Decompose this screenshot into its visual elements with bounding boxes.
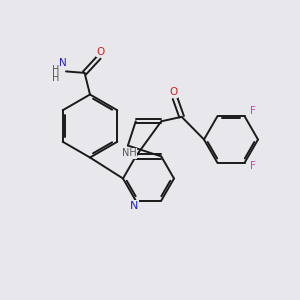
Text: NH: NH: [122, 148, 137, 158]
Text: H: H: [52, 65, 59, 75]
Text: F: F: [250, 106, 256, 116]
Text: H: H: [52, 73, 59, 83]
Text: O: O: [169, 87, 178, 97]
Text: N: N: [59, 58, 67, 68]
Text: F: F: [250, 161, 256, 171]
Text: O: O: [96, 47, 105, 57]
Text: N: N: [130, 201, 138, 211]
